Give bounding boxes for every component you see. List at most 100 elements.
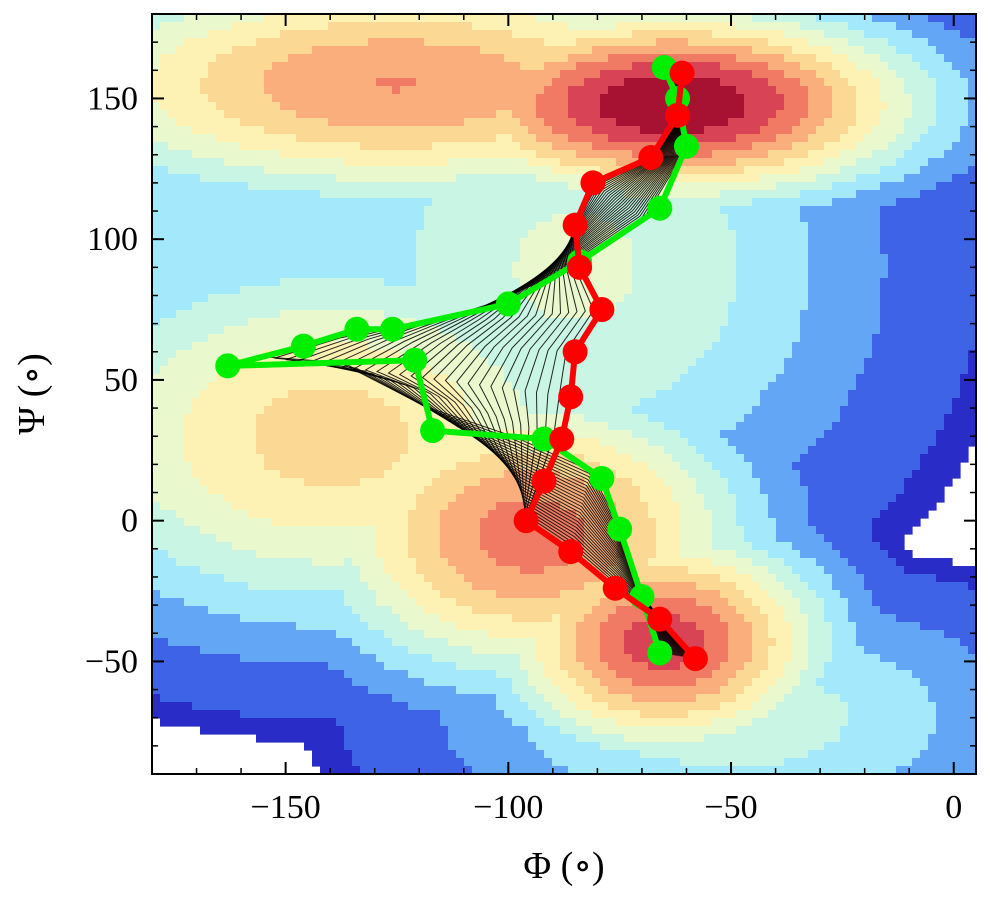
contour-cell [416,54,425,63]
contour-cell [936,358,945,367]
contour-cell [512,134,521,143]
contour-cell [648,238,657,247]
contour-cell [192,374,201,383]
contour-cell [792,270,801,279]
contour-cell [656,110,665,119]
contour-cell [744,134,753,143]
contour-cell [464,358,473,367]
contour-cell [296,30,305,39]
contour-cell [488,78,497,87]
contour-cell [336,38,345,47]
contour-cell [832,238,841,247]
contour-cell [304,86,313,95]
contour-cell [928,286,937,295]
contour-cell [632,358,641,367]
contour-cell [464,142,473,151]
contour-cell [480,254,489,263]
contour-cell [448,86,457,95]
contour-cell [744,38,753,47]
contour-cell [184,302,193,311]
contour-cell [544,238,553,247]
contour-cell [432,222,441,231]
contour-cell [352,86,361,95]
contour-cell [768,230,777,239]
contour-cell [720,366,729,375]
contour-cell [616,358,625,367]
contour-cell [552,118,561,127]
contour-cell [216,158,225,167]
contour-cell [168,166,177,175]
contour-cell [344,126,353,135]
contour-cell [208,134,217,143]
contour-cell [472,398,481,407]
contour-cell [928,310,937,319]
contour-cell [752,102,761,111]
contour-cell [408,126,417,135]
contour-cell [792,142,801,151]
contour-cell [152,134,161,143]
contour-cell [360,126,369,135]
contour-cell [760,158,769,167]
contour-cell [496,318,505,327]
contour-cell [752,38,761,47]
contour-cell [376,174,385,183]
contour-cell [360,342,369,351]
contour-cell [880,14,889,23]
contour-cell [472,86,481,95]
contour-cell [848,230,857,239]
contour-cell [392,166,401,175]
contour-cell [584,94,593,103]
contour-cell [784,158,793,167]
contour-cell [544,86,553,95]
contour-cell [384,30,393,39]
contour-cell [808,374,817,383]
contour-cell [800,334,809,343]
contour-cell [184,198,193,207]
contour-cell [272,382,281,391]
contour-cell [592,254,601,263]
contour-cell [632,46,641,55]
contour-cell [776,270,785,279]
contour-cell [744,270,753,279]
contour-cell [248,70,257,79]
contour-cell [800,70,809,79]
contour-cell [256,310,265,319]
contour-cell [544,254,553,263]
contour-cell [240,166,249,175]
contour-cell [392,142,401,151]
contour-cell [560,310,569,319]
contour-cell [720,62,729,71]
contour-cell [688,326,697,335]
contour-cell [968,118,976,127]
contour-cell [192,230,201,239]
contour-cell [440,294,449,303]
contour-cell [968,158,976,167]
contour-cell [904,166,913,175]
contour-cell [832,62,841,71]
contour-cell [448,30,457,39]
contour-cell [408,54,417,63]
contour-cell [888,110,897,119]
contour-cell [904,150,913,159]
contour-cell [256,230,265,239]
contour-cell [648,134,657,143]
contour-cell [192,166,201,175]
contour-cell [368,30,377,39]
contour-cell [680,326,689,335]
contour-cell [632,126,641,135]
contour-cell [616,110,625,119]
contour-cell [296,94,305,103]
contour-cell [776,30,785,39]
contour-cell [264,326,273,335]
contour-cell [648,46,657,55]
contour-cell [904,198,913,207]
contour-cell [416,126,425,135]
contour-cell [488,334,497,343]
contour-cell [272,198,281,207]
contour-cell [168,22,177,31]
contour-cell [528,110,537,119]
contour-cell [696,46,705,55]
contour-cell [808,78,817,87]
contour-cell [832,190,841,199]
